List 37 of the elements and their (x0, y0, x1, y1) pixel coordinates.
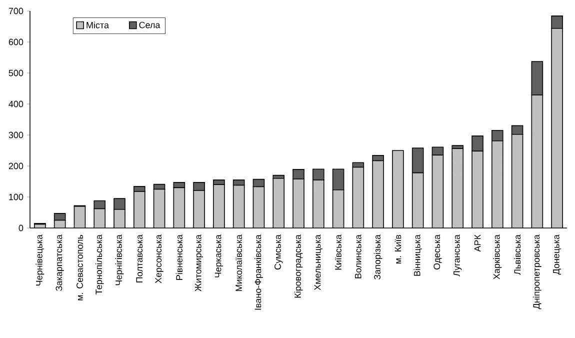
x-tick-label: Кіровоградська (294, 234, 303, 298)
legend-label: Міста (86, 22, 109, 28)
x-tick-label: АРК (474, 234, 481, 252)
legend-label: Села (139, 22, 160, 28)
y-tick-label: 600 (8, 38, 24, 46)
x-tick-label: Рівненська (176, 234, 182, 280)
x-tick-label: Одеська (434, 234, 442, 270)
x-tick-label: м. Севастополь (76, 234, 83, 300)
y-tick-label: 200 (8, 162, 24, 170)
x-tick-label: Полтавська (136, 234, 143, 282)
x-tick-label: Черкаська (214, 234, 223, 278)
x-tick-label: Київська (335, 234, 342, 270)
x-tick-label: Чернівецька (36, 234, 44, 286)
y-tick-label: 700 (8, 8, 24, 14)
x-tick-label: Запорізька (374, 234, 382, 280)
x-tick-label: Миколаївська (236, 234, 242, 291)
x-tick-label: Івано-Франківська (254, 234, 263, 310)
x-tick-label: Вінницька (414, 234, 422, 276)
x-tick-label: Харківська (493, 234, 502, 280)
x-tick-label: Херсонська (155, 234, 164, 284)
x-tick-label: Закарпатська (56, 234, 64, 291)
y-tick-label: 400 (8, 100, 24, 108)
x-tick-label: Волинська (355, 234, 362, 278)
x-tick-label: Сумська (274, 234, 283, 270)
x-tick-label: Дніпропетровська (532, 234, 542, 310)
x-tick-label: Житомирська (195, 234, 204, 292)
x-tick-label: м. Київ (394, 234, 402, 264)
y-tick-label: 300 (8, 132, 24, 138)
x-tick-label: Хмельницька (314, 234, 322, 290)
y-tick-label: 500 (8, 70, 24, 76)
x-tick-label: Луганська (454, 234, 462, 276)
y-tick-label: 0 (18, 224, 24, 232)
x-tick-label: Чернігівська (115, 234, 124, 286)
x-tick-label: Тернопільська (95, 234, 104, 294)
y-tick-label: 100 (9, 194, 24, 200)
x-tick-label: Львівська (514, 234, 521, 275)
x-tick-label: Донецька (553, 234, 562, 275)
